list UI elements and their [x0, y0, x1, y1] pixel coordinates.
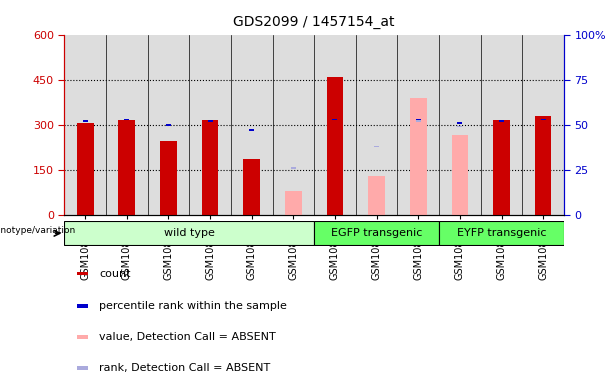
Bar: [285, 191, 302, 215]
Bar: [77, 335, 88, 339]
Bar: [368, 176, 385, 215]
Bar: [541, 119, 546, 120]
Text: genotype/variation: genotype/variation: [0, 226, 75, 235]
Bar: [77, 366, 88, 369]
Bar: [118, 120, 135, 215]
Text: percentile rank within the sample: percentile rank within the sample: [99, 301, 287, 311]
Bar: [249, 129, 254, 131]
Bar: [416, 119, 421, 120]
Bar: [327, 77, 343, 215]
Bar: [124, 119, 129, 120]
Title: GDS2099 / 1457154_at: GDS2099 / 1457154_at: [234, 15, 395, 29]
Text: rank, Detection Call = ABSENT: rank, Detection Call = ABSENT: [99, 363, 270, 373]
Text: value, Detection Call = ABSENT: value, Detection Call = ABSENT: [99, 332, 276, 342]
Bar: [202, 120, 218, 215]
Bar: [160, 141, 177, 215]
Bar: [452, 135, 468, 215]
Bar: [457, 126, 462, 127]
Bar: [64, 221, 314, 245]
Bar: [332, 119, 338, 120]
Bar: [457, 122, 462, 124]
Bar: [77, 123, 94, 215]
Bar: [166, 124, 171, 126]
Bar: [439, 221, 564, 245]
Text: EYFP transgenic: EYFP transgenic: [457, 228, 546, 238]
Bar: [77, 305, 88, 308]
Bar: [410, 98, 427, 215]
Bar: [314, 221, 439, 245]
Text: count: count: [99, 269, 131, 279]
Text: EGFP transgenic: EGFP transgenic: [331, 228, 422, 238]
Bar: [243, 159, 260, 215]
Bar: [416, 120, 421, 122]
Bar: [208, 120, 213, 122]
Bar: [291, 167, 296, 169]
Bar: [374, 146, 379, 147]
Text: wild type: wild type: [164, 228, 215, 238]
Bar: [535, 116, 552, 215]
Bar: [83, 120, 88, 122]
Bar: [77, 272, 88, 275]
Bar: [493, 120, 510, 215]
Bar: [499, 120, 504, 122]
